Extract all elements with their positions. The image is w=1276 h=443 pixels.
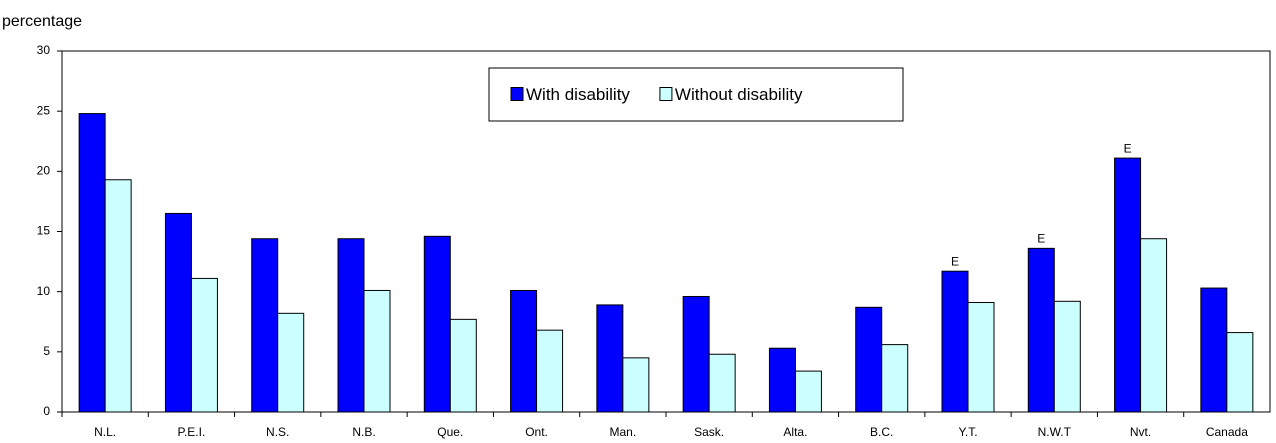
x-tick-label: N.S.	[266, 425, 289, 439]
bar	[1053, 300, 1081, 413]
x-tick-label: Man.	[610, 425, 637, 439]
bar	[536, 329, 564, 413]
bar	[622, 357, 650, 413]
x-tick-label: B.C.	[870, 425, 893, 439]
bar	[881, 344, 909, 413]
x-tick-label: Alta.	[783, 425, 807, 439]
y-tick-label: 10	[37, 284, 51, 298]
bar	[794, 370, 822, 413]
bar	[1140, 238, 1168, 413]
x-tick-label: Ont.	[525, 425, 548, 439]
bar	[190, 277, 218, 413]
bar	[967, 301, 995, 413]
bar	[1114, 157, 1142, 413]
bar	[768, 347, 796, 413]
bar	[596, 304, 624, 413]
x-tick-label: N.W.T	[1038, 425, 1072, 439]
legend-swatch	[510, 87, 524, 101]
x-tick-label: Y.T.	[958, 425, 977, 439]
legend-box	[488, 67, 904, 122]
bar	[1226, 332, 1254, 413]
bar	[941, 270, 969, 413]
bar	[449, 318, 477, 413]
bar	[277, 312, 305, 413]
legend-label: With disability	[526, 85, 630, 104]
bar	[104, 179, 132, 413]
y-tick-label: 5	[43, 344, 50, 358]
bar	[251, 238, 279, 413]
y-tick-label: 30	[37, 43, 51, 57]
x-tick-label: N.B.	[352, 425, 375, 439]
bar	[423, 235, 451, 413]
bar-flag: E	[951, 254, 959, 268]
bar	[510, 289, 538, 413]
bar	[1200, 287, 1228, 413]
y-axis-label: percentage	[2, 13, 82, 30]
x-tick-label: Que.	[437, 425, 463, 439]
bar	[164, 212, 192, 413]
legend-swatch	[659, 87, 673, 101]
x-tick-label: P.E.I.	[178, 425, 206, 439]
y-tick-label: 25	[37, 103, 51, 117]
bar	[363, 289, 391, 413]
legend-label: Without disability	[675, 85, 803, 104]
x-tick-label: Sask.	[694, 425, 724, 439]
bar-flag: E	[1124, 141, 1132, 155]
bar	[708, 353, 736, 413]
y-tick-label: 20	[37, 164, 51, 178]
bar	[682, 295, 710, 413]
x-tick-label: Canada	[1206, 425, 1248, 439]
y-tick-label: 0	[43, 404, 50, 418]
bar	[855, 306, 883, 413]
x-tick-label: N.L.	[94, 425, 116, 439]
bar-flag: E	[1037, 232, 1045, 246]
bar	[337, 238, 365, 413]
x-tick-label: Nvt.	[1130, 425, 1151, 439]
y-tick-label: 15	[37, 224, 51, 238]
bar	[78, 113, 106, 413]
bar	[1027, 247, 1055, 413]
